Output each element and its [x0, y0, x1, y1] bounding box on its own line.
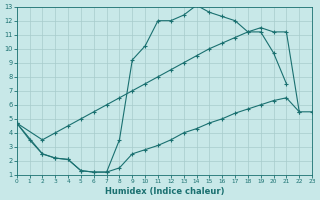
X-axis label: Humidex (Indice chaleur): Humidex (Indice chaleur) — [105, 187, 224, 196]
